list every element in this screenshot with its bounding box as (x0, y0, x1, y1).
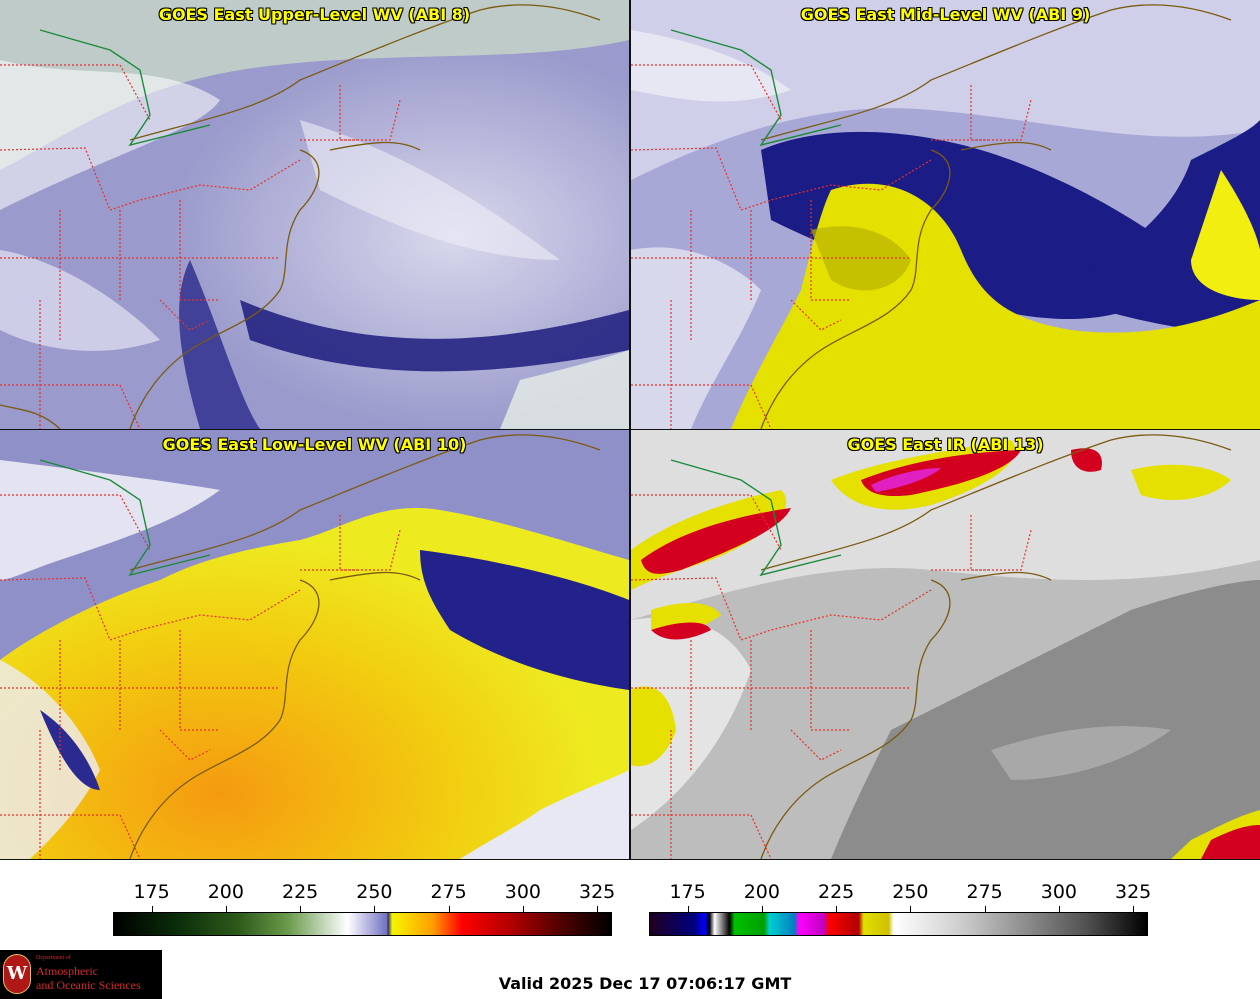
wv-colorbar-tick-label: 325 (579, 881, 616, 903)
valid-time: Valid 2025 Dec 17 07:06:17 GMT (498, 974, 792, 993)
ir-map-overlay (631, 434, 1232, 859)
panel-divider-horizontal (0, 429, 1260, 430)
ir-colorbar-tick (984, 906, 986, 912)
upper-level-wv-image (0, 0, 629, 429)
low-level-wv-image (0, 430, 629, 859)
wv-colorbar-tick (374, 906, 376, 912)
logo-dept-text: Department of (36, 955, 71, 961)
mid-level-wv-panel: GOES East Mid-Level WV (ABI 9) (631, 0, 1260, 429)
wv-colorbar-tick-label: 250 (356, 881, 393, 903)
wv-colorbar-tick-label: 225 (281, 881, 319, 903)
ir-colorbar-tick-label: 300 (1040, 881, 1078, 903)
ir-colorbar-tick (687, 906, 689, 912)
ir-colorbar-tick (910, 906, 912, 912)
upper-level-wv-map-overlay (0, 4, 601, 429)
ir-colorbar-tick-label: 175 (669, 881, 706, 903)
mid-level-wv-image (631, 0, 1260, 429)
ir-colorbar-tick-label: 325 (1115, 881, 1152, 903)
wv-colorbar-tick (448, 906, 450, 912)
ir-colorbar-tick-label: 275 (966, 881, 1003, 903)
upper-level-wv-title: GOES East Upper-Level WV (ABI 8) (158, 5, 471, 24)
mid-level-wv-title: GOES East Mid-Level WV (ABI 9) (800, 5, 1091, 24)
mid-level-wv-map-overlay (631, 4, 1232, 429)
wv-colorbar-tick (300, 906, 302, 912)
aos-logo: W Department of Atmospheric and Oceanic … (0, 950, 162, 999)
ir-colorbar-tick (836, 906, 838, 912)
ir-colorbar-tick-label: 250 (892, 881, 929, 903)
ir-colorbar-tick (1133, 906, 1135, 912)
low-level-wv-map-overlay (0, 434, 601, 859)
ir-colorbar-tick (1058, 906, 1060, 912)
low-level-wv-title: GOES East Low-Level WV (ABI 10) (162, 435, 467, 454)
wv-colorbar (113, 912, 612, 936)
ir-panel: GOES East IR (ABI 13) (631, 430, 1260, 859)
wv-colorbar-tick (522, 906, 524, 912)
wv-colorbar-tick-label: 275 (430, 881, 467, 903)
ir-title: GOES East IR (ABI 13) (847, 435, 1044, 454)
ir-colorbar-tick (761, 906, 763, 912)
upper-level-wv-panel: GOES East Upper-Level WV (ABI 8) (0, 0, 629, 429)
ir-image (631, 430, 1260, 859)
wv-colorbar-tick-label: 300 (504, 881, 542, 903)
wv-colorbar-tick-label: 200 (207, 881, 244, 903)
wv-colorbar-tick (225, 906, 227, 912)
uw-seal-icon: W (3, 954, 31, 994)
low-level-wv-panel: GOES East Low-Level WV (ABI 10) (0, 430, 629, 859)
ir-colorbar (649, 912, 1148, 936)
logo-line1: Atmospheric (36, 964, 98, 978)
panel-bottom-border (0, 859, 1260, 860)
logo-line2: and Oceanic Sciences (36, 978, 141, 992)
wv-colorbar-tick (597, 906, 599, 912)
ir-colorbar-tick-label: 200 (743, 881, 780, 903)
wv-colorbar-tick (151, 906, 153, 912)
wv-colorbar-tick-label: 175 (133, 881, 170, 903)
ir-colorbar-tick-label: 225 (817, 881, 855, 903)
